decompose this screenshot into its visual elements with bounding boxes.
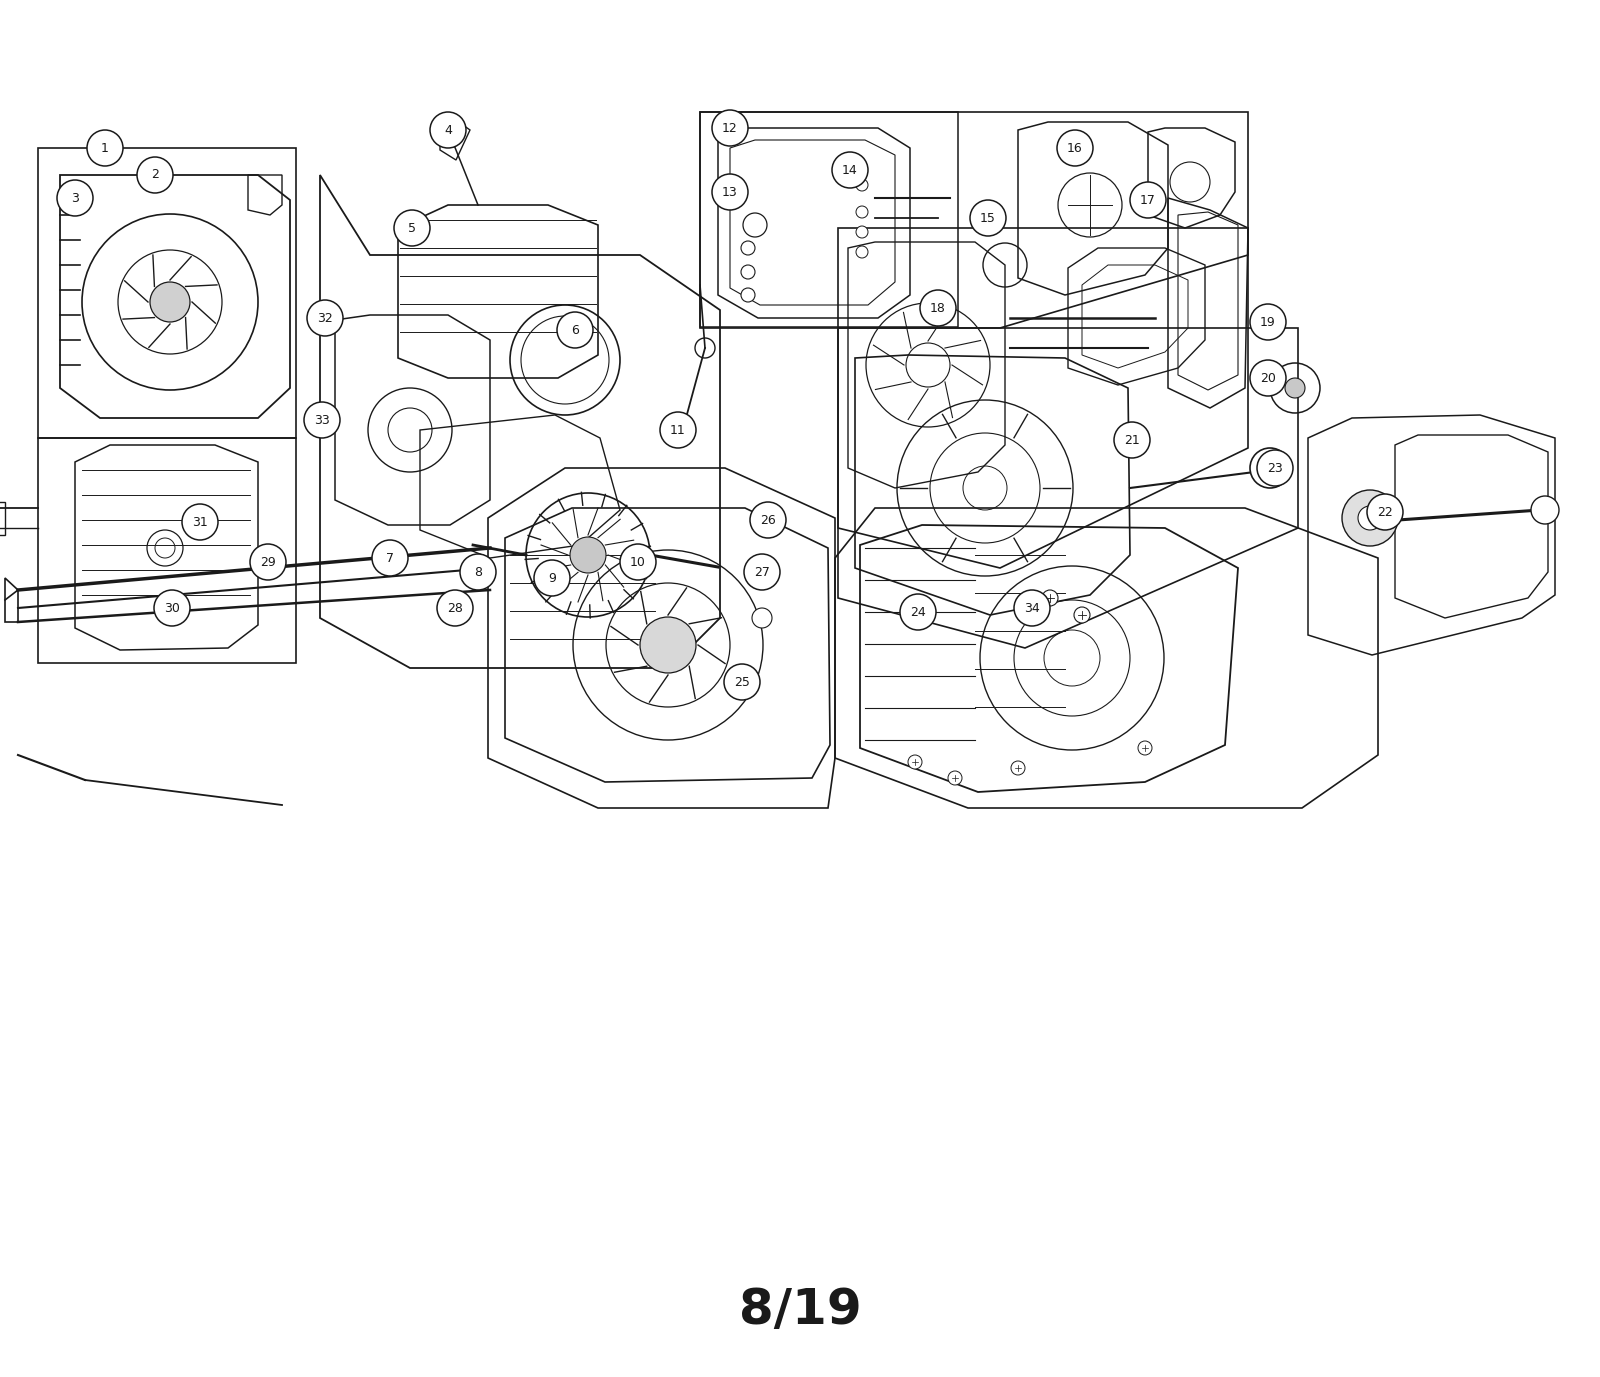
- Text: 14: 14: [842, 164, 858, 176]
- Circle shape: [250, 544, 286, 580]
- Circle shape: [557, 313, 594, 348]
- Circle shape: [621, 544, 656, 580]
- Text: 22: 22: [1378, 505, 1394, 519]
- Circle shape: [899, 593, 936, 631]
- Circle shape: [741, 288, 755, 302]
- Circle shape: [1358, 505, 1382, 530]
- Text: 26: 26: [760, 514, 776, 526]
- Circle shape: [1042, 589, 1058, 606]
- Text: 4: 4: [445, 124, 451, 136]
- Bar: [38, 438, 296, 662]
- Circle shape: [1285, 379, 1306, 398]
- Text: 7: 7: [386, 552, 394, 565]
- Circle shape: [1138, 741, 1152, 755]
- Circle shape: [1531, 496, 1558, 525]
- Circle shape: [856, 246, 867, 257]
- Circle shape: [1366, 494, 1403, 530]
- Circle shape: [154, 589, 190, 627]
- Circle shape: [1262, 460, 1278, 476]
- Circle shape: [394, 211, 430, 246]
- Circle shape: [1058, 129, 1093, 167]
- Text: 1: 1: [101, 142, 109, 154]
- Circle shape: [947, 771, 962, 785]
- Text: 9: 9: [549, 571, 555, 584]
- Circle shape: [570, 537, 606, 573]
- Circle shape: [304, 402, 339, 438]
- Circle shape: [534, 560, 570, 596]
- Circle shape: [307, 300, 342, 336]
- Text: 15: 15: [981, 212, 995, 224]
- Circle shape: [661, 412, 696, 448]
- Text: 8/19: 8/19: [739, 1286, 861, 1334]
- Circle shape: [58, 180, 93, 216]
- Text: 28: 28: [446, 602, 462, 614]
- Circle shape: [1014, 589, 1050, 627]
- Circle shape: [259, 560, 277, 576]
- Circle shape: [437, 589, 474, 627]
- Text: 34: 34: [1024, 602, 1040, 614]
- Circle shape: [856, 207, 867, 218]
- Text: 11: 11: [670, 424, 686, 437]
- Circle shape: [909, 755, 922, 768]
- Text: 18: 18: [930, 302, 946, 314]
- Text: 6: 6: [571, 324, 579, 336]
- Circle shape: [1130, 182, 1166, 218]
- Text: 5: 5: [408, 222, 416, 234]
- Circle shape: [712, 174, 749, 211]
- Circle shape: [741, 264, 755, 280]
- Circle shape: [1250, 448, 1290, 487]
- Text: 17: 17: [1141, 194, 1155, 207]
- Circle shape: [752, 562, 771, 582]
- Circle shape: [920, 291, 957, 326]
- Text: 23: 23: [1267, 461, 1283, 475]
- Circle shape: [430, 112, 466, 147]
- Text: 30: 30: [165, 602, 179, 614]
- Circle shape: [1114, 421, 1150, 459]
- Text: 19: 19: [1261, 315, 1275, 329]
- Text: 10: 10: [630, 555, 646, 569]
- Circle shape: [640, 617, 696, 673]
- Circle shape: [970, 200, 1006, 235]
- Circle shape: [1250, 359, 1286, 397]
- Text: 12: 12: [722, 121, 738, 135]
- Circle shape: [856, 226, 867, 238]
- Circle shape: [86, 129, 123, 167]
- Text: 27: 27: [754, 566, 770, 578]
- Bar: [38, 147, 296, 438]
- Text: 8: 8: [474, 566, 482, 578]
- Circle shape: [1011, 761, 1026, 775]
- Circle shape: [1250, 304, 1286, 340]
- Text: 32: 32: [317, 311, 333, 325]
- Circle shape: [758, 509, 778, 530]
- Circle shape: [723, 664, 760, 700]
- Circle shape: [461, 554, 496, 589]
- Circle shape: [712, 110, 749, 146]
- Circle shape: [856, 179, 867, 191]
- Circle shape: [752, 609, 771, 628]
- Circle shape: [138, 157, 173, 193]
- Circle shape: [1074, 607, 1090, 622]
- Text: 25: 25: [734, 676, 750, 688]
- Text: 21: 21: [1125, 434, 1139, 446]
- Circle shape: [750, 503, 786, 538]
- Circle shape: [832, 151, 867, 189]
- Text: 2: 2: [150, 168, 158, 182]
- Circle shape: [1342, 490, 1398, 547]
- Circle shape: [182, 504, 218, 540]
- Circle shape: [1258, 450, 1293, 486]
- Text: 29: 29: [261, 555, 275, 569]
- Bar: [701, 112, 958, 326]
- Text: 16: 16: [1067, 142, 1083, 154]
- Circle shape: [744, 554, 781, 589]
- Text: 3: 3: [70, 191, 78, 205]
- Circle shape: [741, 241, 755, 255]
- Text: 24: 24: [910, 606, 926, 618]
- Text: 13: 13: [722, 186, 738, 198]
- Text: 20: 20: [1261, 372, 1275, 384]
- Text: 33: 33: [314, 413, 330, 427]
- Circle shape: [150, 282, 190, 322]
- Circle shape: [371, 540, 408, 576]
- Text: 31: 31: [192, 515, 208, 529]
